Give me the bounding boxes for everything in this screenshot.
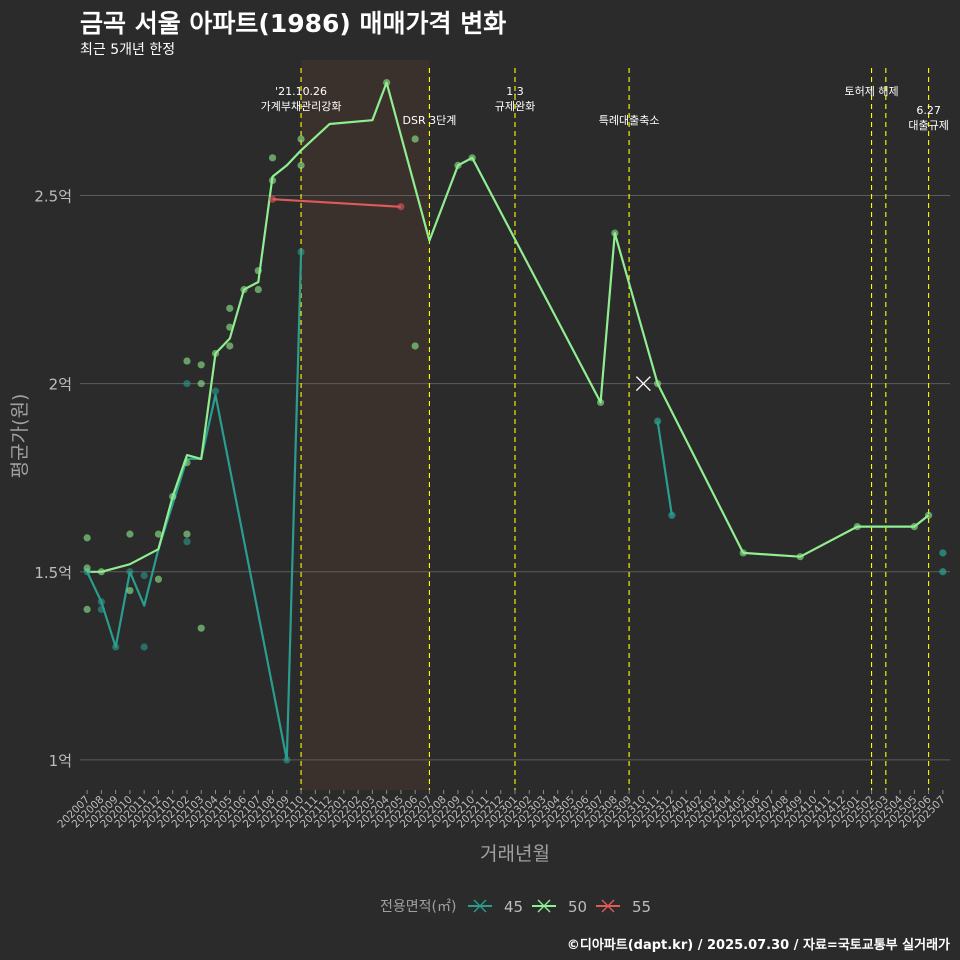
event-label: 대출규제	[908, 119, 948, 132]
data-point-45	[183, 538, 191, 546]
data-point-45	[140, 571, 148, 580]
data-point-50	[254, 285, 262, 294]
y-axis-label: 평균가(원)	[9, 394, 31, 479]
data-point-45	[140, 643, 148, 651]
series-line-45	[86, 251, 303, 761]
data-point-45	[283, 756, 291, 764]
data-point-45	[939, 568, 947, 576]
data-point-50	[197, 624, 205, 632]
data-point-50	[83, 564, 91, 572]
data-point-50	[154, 575, 163, 583]
data-point-45	[112, 643, 120, 651]
x-marker	[635, 376, 651, 392]
legend-cross-icon	[473, 899, 487, 913]
data-point-50	[183, 459, 191, 467]
data-point-50	[596, 398, 605, 407]
legend-label-55: 55	[632, 898, 651, 916]
data-point-50	[226, 323, 234, 331]
y-tick-label: 2.5억	[34, 187, 72, 205]
data-point-50	[910, 522, 918, 531]
data-point-50	[853, 522, 861, 531]
event-label: 특례대출축소	[599, 114, 660, 127]
data-point-50	[739, 549, 747, 557]
data-point-45	[183, 380, 191, 388]
data-point-50	[183, 357, 191, 365]
data-point-50	[297, 161, 305, 169]
data-point-50	[197, 361, 205, 369]
y-tick-label: 1억	[49, 752, 72, 770]
data-point-50	[154, 530, 163, 538]
y-tick-label: 2억	[49, 376, 72, 394]
data-point-50	[796, 553, 804, 561]
data-point-50	[454, 161, 462, 169]
event-label: DSR 3단계	[403, 114, 457, 127]
data-point-50	[97, 568, 105, 576]
data-point-50	[468, 154, 476, 162]
data-point-45	[297, 248, 305, 256]
data-point-45	[97, 605, 105, 613]
data-point-50	[611, 229, 619, 237]
data-point-50	[654, 380, 662, 388]
data-point-50	[197, 380, 205, 388]
data-point-50	[297, 135, 305, 143]
data-point-50	[411, 135, 419, 143]
data-point-50	[254, 267, 262, 275]
legend-label-50: 50	[568, 898, 587, 916]
data-point-50	[383, 78, 391, 87]
event-label: '21.10.26	[275, 85, 327, 98]
y-tick-label: 1.5억	[34, 564, 72, 582]
data-point-50	[240, 285, 248, 294]
data-point-50	[226, 304, 234, 312]
event-label: 6.27	[916, 104, 941, 117]
x-axis-label: 거래년월	[480, 843, 550, 865]
series-line-55	[272, 198, 401, 208]
data-point-50	[83, 534, 91, 542]
data-point-45	[97, 598, 105, 606]
data-point-55	[268, 195, 277, 203]
legend-title: 전용면적(㎡)	[380, 899, 456, 915]
data-point-50	[126, 586, 134, 595]
legend-label-45: 45	[504, 898, 523, 916]
data-point-50	[226, 342, 234, 350]
data-point-45	[939, 549, 947, 557]
data-point-50	[268, 154, 277, 162]
chart-title: 금곡 서울 아파트(1986) 매매가격 변화	[80, 9, 507, 38]
event-label: 가계부채관리강화	[261, 100, 342, 113]
data-point-45	[126, 568, 134, 576]
legend-cross-icon	[537, 899, 551, 913]
data-point-55	[397, 203, 405, 211]
data-point-50	[126, 530, 134, 538]
data-point-45	[211, 387, 220, 395]
data-point-45	[654, 417, 662, 425]
data-point-50	[411, 342, 419, 350]
chart-subtitle: 최근 5개년 한정	[80, 42, 176, 58]
data-point-50	[183, 530, 191, 538]
series-line-45-segment	[656, 421, 673, 516]
event-label: 토허제 해제	[845, 84, 899, 98]
data-point-50	[268, 176, 277, 185]
data-point-50	[169, 492, 177, 501]
legend: 전용면적(㎡) 45 50 55	[380, 898, 651, 916]
data-point-50	[211, 349, 220, 358]
series-line-50	[87, 81, 930, 573]
caption: ©디아파트(dapt.kr) / 2025.07.30 / 자료=국토교통부 실…	[566, 938, 950, 953]
data-point-50	[83, 605, 91, 613]
data-point-45	[668, 511, 676, 519]
event-label: 규제완화	[495, 100, 535, 113]
legend-cross-icon	[601, 899, 615, 913]
event-label: 1.3	[506, 85, 524, 98]
shaded-period	[301, 60, 430, 790]
data-point-50	[925, 511, 933, 519]
